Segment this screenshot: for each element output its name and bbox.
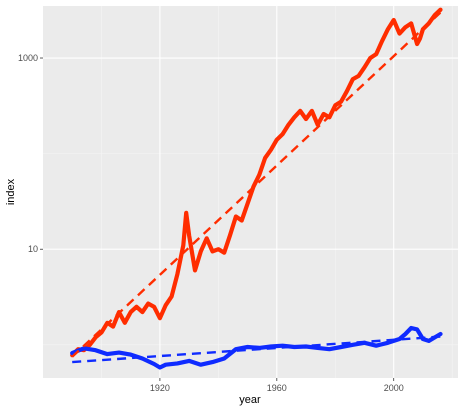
series-line	[70, 7, 443, 358]
y-axis-title: index	[5, 178, 17, 205]
y-tick-label: 10	[28, 244, 38, 254]
x-axis-title: year	[239, 394, 261, 406]
x-tick-label: 2000	[384, 383, 404, 393]
trend-line	[72, 335, 441, 364]
series-layer	[70, 7, 443, 370]
grid-minor	[43, 6, 458, 378]
x-axis: 1920 1960 2000	[150, 378, 404, 393]
x-tick-label: 1960	[267, 383, 287, 393]
x-tick-label: 1920	[150, 383, 170, 393]
trend-line	[71, 11, 442, 358]
y-tick-label: 1000	[18, 53, 38, 63]
y-axis: 10 1000	[18, 53, 43, 254]
